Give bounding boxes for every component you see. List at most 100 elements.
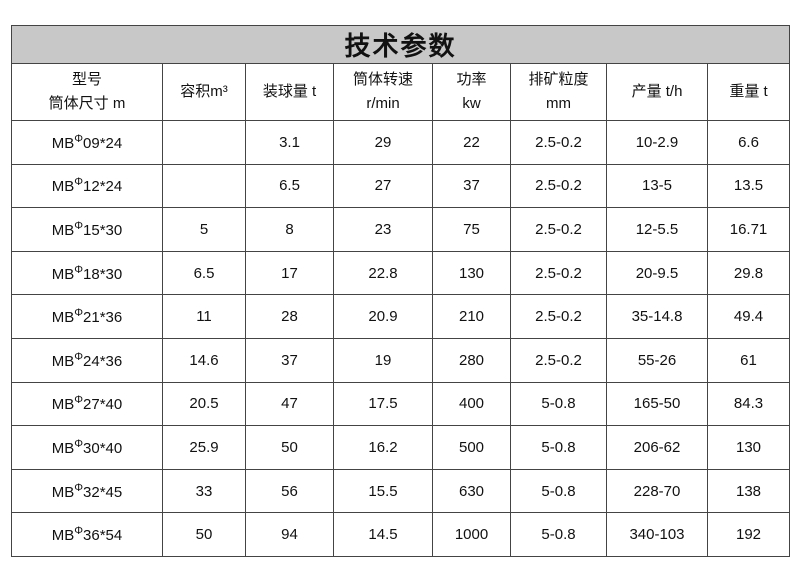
model-prefix: MB xyxy=(51,265,75,283)
model-phi: Φ xyxy=(74,437,84,450)
table-cell: 19 xyxy=(333,337,433,383)
column-header: 产量 t/h xyxy=(606,63,708,121)
table-cell: 192 xyxy=(706,512,791,557)
table-cell: 75 xyxy=(432,207,511,252)
table-cell: 29 xyxy=(333,120,433,165)
table-cell: 630 xyxy=(432,468,511,514)
model-cell: MBΦ18*30 xyxy=(11,250,163,296)
table-cell: 20-9.5 xyxy=(606,250,708,296)
table-cell: 340-103 xyxy=(606,512,708,557)
model-cell: MBΦ09*24 xyxy=(11,120,163,165)
table-cell: 27 xyxy=(333,163,433,209)
table-cell: 5-0.8 xyxy=(510,468,607,514)
table-cell: 1000 xyxy=(432,512,511,557)
table-cell: 11 xyxy=(162,294,246,339)
column-header-line: 产量 t/h xyxy=(631,83,683,100)
model-prefix: MB xyxy=(51,221,75,239)
table-cell: 56 xyxy=(245,468,334,514)
table-cell: 29.8 xyxy=(706,250,791,296)
model-cell: MBΦ27*40 xyxy=(11,381,163,427)
table-cell: 400 xyxy=(432,381,511,427)
table-cell: 2.5-0.2 xyxy=(510,163,607,209)
table-row: MBΦ21*36 11 28 20.9 210 2.5-0.2 35-14.8 49.4 xyxy=(11,294,791,339)
model-prefix: MB xyxy=(51,396,75,414)
table-row: MBΦ18*30 6.5 17 22.8 130 2.5-0.2 20-9.5 29.8 xyxy=(11,250,791,296)
table-cell: 20.5 xyxy=(162,381,246,427)
table-cell: 22.8 xyxy=(333,250,433,296)
column-header-line: kw xyxy=(462,95,481,112)
model-prefix: MB xyxy=(51,527,75,545)
model-cell: MBΦ21*36 xyxy=(11,294,163,339)
table-cell: 3.1 xyxy=(245,120,334,165)
table-cell: 84.3 xyxy=(706,381,791,427)
column-header: 筒体转速 r/min xyxy=(333,63,433,121)
model-prefix: MB xyxy=(51,134,75,152)
column-header: 型号 筒体尺寸 m xyxy=(11,63,163,121)
model-phi: Φ xyxy=(74,307,84,320)
table-cell: 50 xyxy=(245,425,334,470)
table-cell: 16.71 xyxy=(706,207,791,252)
column-header-line: 型号 xyxy=(71,71,102,88)
table-cell: 50 xyxy=(162,512,246,557)
model-size: 36*54 xyxy=(83,527,123,545)
model-size: 32*45 xyxy=(83,483,123,501)
table-cell: 5-0.8 xyxy=(510,381,607,427)
table-cell: 210 xyxy=(432,294,511,339)
tech-params-table: 技术参数 型号 筒体尺寸 m 容积m³ 装球量 t 筒体转速 r/min 功率 kw 排矿粒度 m… xyxy=(10,25,791,557)
model-prefix: MB xyxy=(51,352,75,370)
table-cell: 55-26 xyxy=(606,337,708,383)
model-cell: MBΦ12*24 xyxy=(11,163,163,209)
table-cell: 130 xyxy=(432,250,511,296)
table-title: 技术参数 xyxy=(10,25,791,64)
table-cell: 15.5 xyxy=(333,468,433,514)
table-cell: 5 xyxy=(162,207,246,252)
column-header-line: 功率 xyxy=(456,71,487,88)
table-cell: 14.6 xyxy=(162,337,246,383)
model-phi: Φ xyxy=(74,219,84,232)
model-size: 27*40 xyxy=(83,396,123,414)
model-phi: Φ xyxy=(74,350,84,363)
table-cell: 138 xyxy=(706,468,791,514)
column-header-line: r/min xyxy=(366,95,400,112)
model-cell: MBΦ32*45 xyxy=(11,468,163,514)
table-cell: 28 xyxy=(245,294,334,339)
model-cell: MBΦ15*30 xyxy=(11,207,163,252)
table-cell: 61 xyxy=(706,337,791,383)
table-cell: 37 xyxy=(432,163,511,209)
table-cell xyxy=(162,163,246,209)
table-cell: 228-70 xyxy=(606,468,708,514)
table-cell: 25.9 xyxy=(162,425,246,470)
model-size: 30*40 xyxy=(83,439,123,457)
model-cell: MBΦ36*54 xyxy=(11,512,163,557)
model-prefix: MB xyxy=(51,483,75,501)
model-phi: Φ xyxy=(74,525,84,538)
column-header-line: 排矿粒度 xyxy=(528,71,589,88)
model-prefix: MB xyxy=(51,309,75,327)
table-cell: 12-5.5 xyxy=(606,207,708,252)
table-cell: 22 xyxy=(432,120,511,165)
table-cell: 17.5 xyxy=(333,381,433,427)
column-header-line: mm xyxy=(546,95,571,112)
model-phi: Φ xyxy=(74,132,84,145)
table-row: MBΦ12*24 6.5 27 37 2.5-0.2 13-5 13.5 xyxy=(11,163,791,209)
model-phi: Φ xyxy=(74,481,84,494)
header-row: 型号 筒体尺寸 m 容积m³ 装球量 t 筒体转速 r/min 功率 kw 排矿粒度 mm 产量 t… xyxy=(11,63,791,121)
table-cell: 5-0.8 xyxy=(510,512,607,557)
table-row: MBΦ09*24 3.1 29 22 2.5-0.2 10-2.9 6.6 xyxy=(11,120,791,165)
table-cell: 6.5 xyxy=(245,163,334,209)
table-cell: 94 xyxy=(245,512,334,557)
table-cell: 2.5-0.2 xyxy=(510,250,607,296)
table-cell: 2.5-0.2 xyxy=(510,207,607,252)
table-cell: 500 xyxy=(432,425,511,470)
table-cell xyxy=(162,120,246,165)
table-cell: 49.4 xyxy=(706,294,791,339)
column-header-line: 筒体转速 xyxy=(352,71,413,88)
model-prefix: MB xyxy=(51,439,75,457)
column-header: 重量 t xyxy=(706,63,791,121)
table-cell: 47 xyxy=(245,381,334,427)
table-cell: 5-0.8 xyxy=(510,425,607,470)
table-cell: 2.5-0.2 xyxy=(510,337,607,383)
table-cell: 130 xyxy=(706,425,791,470)
column-header-line: 装球量 t xyxy=(262,83,317,100)
table-row: MBΦ30*40 25.9 50 16.2 500 5-0.8 206-62 130 xyxy=(11,425,791,470)
